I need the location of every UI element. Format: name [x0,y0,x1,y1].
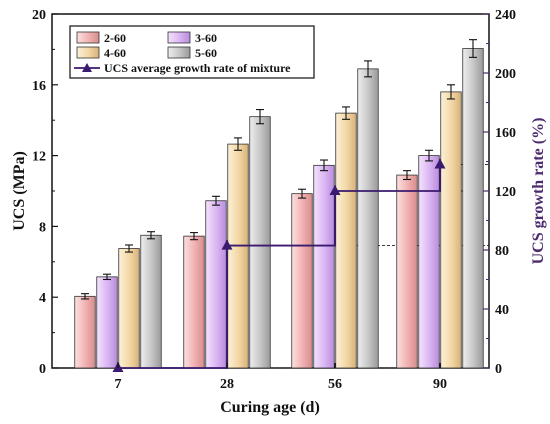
growth-rate-marker [434,158,446,169]
y2-tick-label: 40 [495,303,509,318]
growth-rate-marker [329,185,341,195]
y-axis-left: 0 4 8 12 16 20 [32,8,58,377]
x-tick-label: 56 [328,377,342,392]
bar-5-60 [249,116,271,369]
bar-4-60 [227,143,249,369]
x-axis-title: Curing age (d) [220,399,320,416]
legend-triangle-marker [82,63,92,72]
bar-3-60 [96,276,118,369]
legend-label-5-60: 5-60 [195,46,217,60]
y-tick-label: 0 [39,362,46,377]
x-tick-label: 28 [220,377,234,392]
y-tick-label: 16 [32,79,46,94]
y-tick-label: 4 [39,291,46,306]
y2-axis-title: UCS growth rate (%) [530,118,547,265]
bar-5-60 [140,234,162,369]
legend-label-4-60: 4-60 [104,46,126,60]
y2-tick-label: 240 [495,8,516,23]
bar-2-60 [183,235,205,369]
bar-3-60 [418,155,440,369]
y-axis-right: 0 40 80 120 160 200 240 [483,8,516,377]
bar-2-60 [396,174,418,369]
bar-2-60 [291,193,313,369]
legend-label-3-60: 3-60 [195,31,217,45]
legend-swatch-5-60 [167,46,191,59]
legend-swatch-3-60 [167,31,191,44]
bar-3-60 [205,200,227,369]
bar-2-60 [74,295,96,369]
x-tick-label: 90 [433,377,447,392]
bar-4-60 [335,112,357,369]
bar-4-60 [118,248,140,369]
x-tick-label: 7 [115,377,122,392]
legend-label-2-60: 2-60 [104,31,126,45]
legend-label-growth-rate: UCS average growth rate of mixture [104,61,291,75]
error-bars [81,39,477,300]
legend-swatch-4-60 [76,46,100,59]
legend: 2-60 3-60 4-60 5-60 UCS average growth r… [69,25,315,79]
x-axis: 7 28 56 90 [115,363,447,392]
y-axis-title: UCS (MPa) [11,151,28,231]
legend-swatch-2-60 [76,31,100,44]
bar-5-60 [462,48,484,369]
y2-tick-label: 0 [495,362,502,377]
bar-5-60 [357,68,379,369]
bar-4-60 [440,91,462,369]
legend-box [69,25,315,79]
growth-rate-marker [221,239,233,250]
y2-tick-label: 120 [495,185,516,200]
bar-3-60 [313,164,335,369]
y2-tick-label: 200 [495,67,516,82]
y-tick-label: 12 [32,150,46,165]
growth-rate-line [112,158,446,372]
bars [74,48,484,369]
y-tick-label: 20 [32,8,46,23]
growth-rate-path [118,164,441,369]
y-tick-label: 8 [39,220,46,235]
y2-tick-label: 160 [495,126,516,141]
y2-tick-label: 80 [495,244,509,259]
